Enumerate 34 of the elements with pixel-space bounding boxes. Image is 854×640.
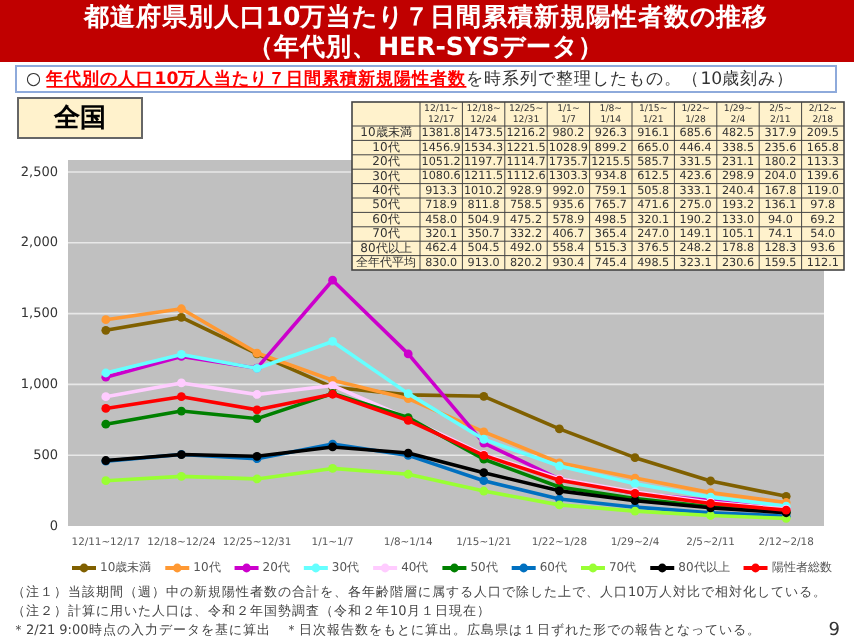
point [252, 405, 262, 415]
text: 全国 [52, 104, 106, 135]
point [177, 406, 186, 416]
point [555, 424, 564, 434]
point [630, 479, 640, 489]
point [101, 404, 111, 413]
point [101, 315, 111, 325]
point [101, 476, 111, 486]
point [177, 392, 186, 402]
point [177, 471, 186, 481]
point [630, 453, 640, 463]
point [706, 476, 715, 486]
point [479, 391, 489, 401]
point [328, 275, 337, 285]
point [479, 476, 489, 486]
point [101, 419, 111, 429]
point [177, 304, 186, 314]
point [177, 378, 186, 388]
point [101, 325, 111, 335]
point [252, 390, 262, 399]
point [403, 349, 413, 359]
point [252, 474, 262, 484]
point [101, 392, 111, 402]
text: 9 [828, 620, 841, 640]
point [328, 464, 337, 473]
point [403, 469, 413, 479]
chart-subtitle: ○ 年代別の人口10万人当たり７日間累積新規陽性者数を時系列で整理したもの。（10歳刻み） [26, 68, 795, 91]
point [479, 468, 489, 478]
point [479, 486, 489, 496]
point [252, 414, 262, 423]
chart-title: 都道府県別人口10万当たり７日間累積新規陽性者数の推移（年代別、HER-SYSデータ） [81, 0, 769, 61]
point [555, 500, 564, 510]
point [177, 312, 186, 322]
point [328, 337, 337, 346]
